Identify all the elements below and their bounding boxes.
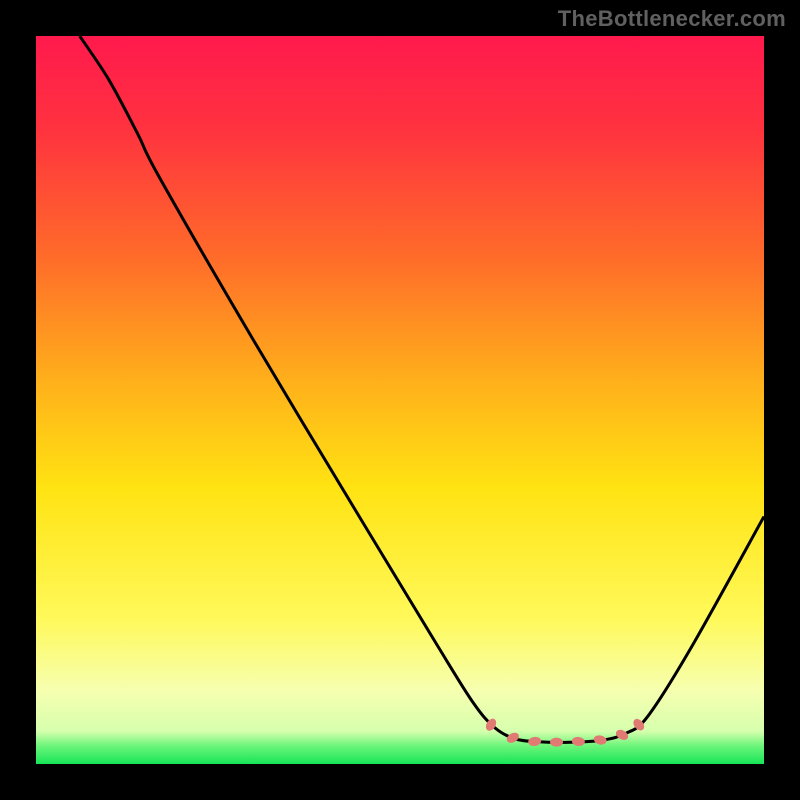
- plot-area: [36, 36, 764, 764]
- watermark-text: TheBottlenecker.com: [558, 6, 786, 32]
- trough-marker: [505, 731, 521, 745]
- trough-marker: [550, 738, 563, 747]
- trough-marker: [593, 734, 608, 746]
- trough-marker: [571, 736, 585, 746]
- trough-marker: [614, 728, 630, 742]
- bottleneck-curve: [80, 36, 764, 742]
- chart-canvas: TheBottlenecker.com: [0, 0, 800, 800]
- trough-marker: [528, 736, 542, 747]
- curve-svg: [36, 36, 764, 764]
